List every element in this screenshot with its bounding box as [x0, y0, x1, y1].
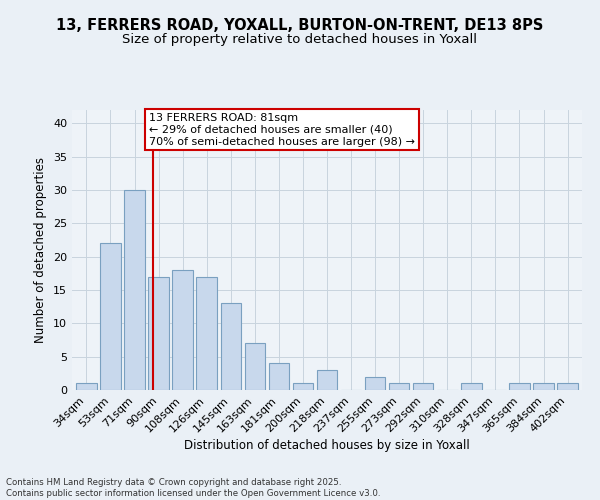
- Bar: [76, 384, 97, 390]
- Bar: [148, 276, 169, 390]
- Bar: [461, 384, 482, 390]
- Bar: [100, 244, 121, 390]
- Text: Size of property relative to detached houses in Yoxall: Size of property relative to detached ho…: [122, 32, 478, 46]
- Text: 13 FERRERS ROAD: 81sqm
← 29% of detached houses are smaller (40)
70% of semi-det: 13 FERRERS ROAD: 81sqm ← 29% of detached…: [149, 114, 415, 146]
- Bar: [509, 384, 530, 390]
- Bar: [245, 344, 265, 390]
- Bar: [557, 384, 578, 390]
- Bar: [317, 370, 337, 390]
- Bar: [533, 384, 554, 390]
- X-axis label: Distribution of detached houses by size in Yoxall: Distribution of detached houses by size …: [184, 440, 470, 452]
- Bar: [221, 304, 241, 390]
- Bar: [293, 384, 313, 390]
- Text: Contains HM Land Registry data © Crown copyright and database right 2025.
Contai: Contains HM Land Registry data © Crown c…: [6, 478, 380, 498]
- Bar: [196, 276, 217, 390]
- Bar: [269, 364, 289, 390]
- Bar: [365, 376, 385, 390]
- Y-axis label: Number of detached properties: Number of detached properties: [34, 157, 47, 343]
- Bar: [389, 384, 409, 390]
- Bar: [172, 270, 193, 390]
- Text: 13, FERRERS ROAD, YOXALL, BURTON-ON-TRENT, DE13 8PS: 13, FERRERS ROAD, YOXALL, BURTON-ON-TREN…: [56, 18, 544, 32]
- Bar: [124, 190, 145, 390]
- Bar: [413, 384, 433, 390]
